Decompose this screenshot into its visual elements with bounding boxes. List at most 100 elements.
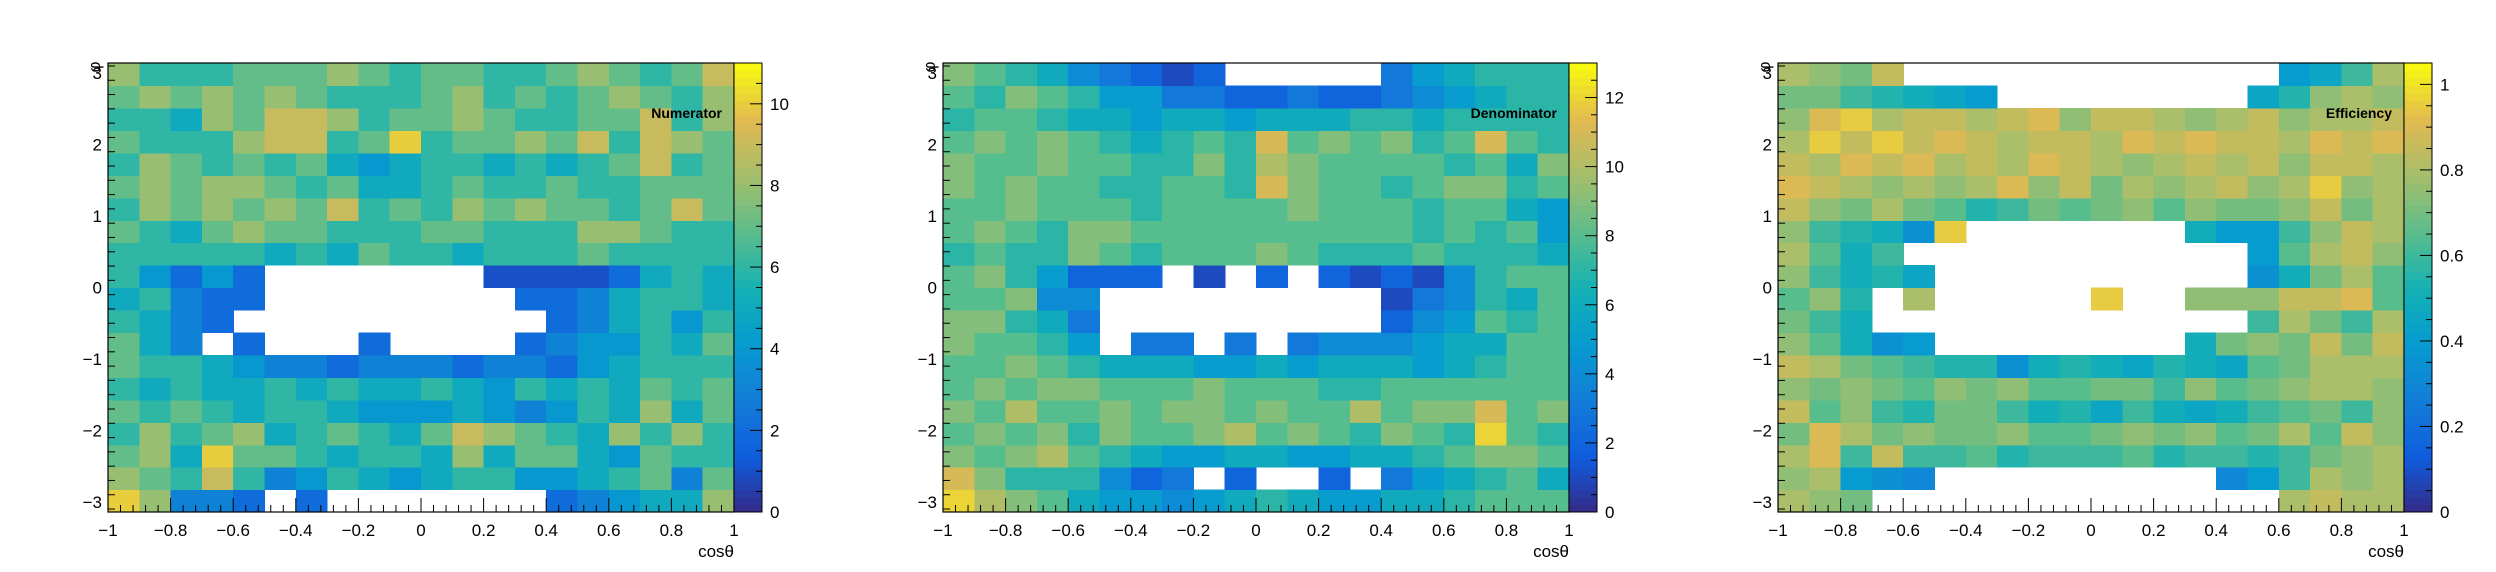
heatmap-cell: [2247, 309, 2280, 333]
y-tick-label: 1: [93, 207, 102, 226]
heatmap-cell: [1537, 242, 1570, 266]
heatmap-cell: [1840, 489, 1873, 513]
heatmap-cell: [943, 467, 975, 491]
heatmap-cell: [264, 220, 297, 244]
heatmap-cell: [1349, 265, 1382, 289]
heatmap-cell: [1997, 377, 2029, 401]
heatmap-cell: [640, 242, 672, 266]
heatmap-cell: [1871, 130, 1904, 154]
color-bar-step: [1569, 474, 1597, 483]
heatmap-cell: [2372, 152, 2405, 176]
heatmap-cell: [1809, 444, 1842, 468]
heatmap-cell: [1443, 107, 1476, 131]
heatmap-cell: [201, 422, 234, 446]
heatmap-cell: [1162, 422, 1194, 446]
heatmap-cell: [1537, 399, 1570, 423]
heatmap-cell: [1412, 489, 1445, 513]
color-bar-tick-label: 8: [1605, 227, 1614, 246]
heatmap-cell: [974, 444, 1007, 468]
color-bar-step: [734, 504, 762, 513]
heatmap-cell: [2091, 354, 2123, 378]
heatmap-cell: [1809, 489, 1842, 513]
x-tick-label: −1: [933, 521, 952, 540]
color-bar-step: [2404, 265, 2432, 274]
heatmap-cell: [2091, 130, 2123, 154]
heatmap-cell: [1099, 197, 1132, 221]
heatmap-cell: [1809, 309, 1842, 333]
heatmap-cell: [233, 332, 266, 356]
color-bar-step: [1569, 407, 1597, 416]
x-axis-title: cosθ: [2368, 542, 2404, 561]
color-bar-step: [2404, 272, 2432, 281]
heatmap-cell: [2216, 175, 2249, 199]
heatmap-cell: [640, 63, 672, 87]
heatmap-cell: [943, 197, 975, 221]
color-bar-step: [734, 145, 762, 154]
heatmap-cell: [2247, 354, 2280, 378]
heatmap-cell: [943, 444, 975, 468]
heatmap-cell: [2247, 287, 2280, 311]
heatmap-cell: [295, 220, 328, 244]
color-bar-tick-label: 6: [1605, 296, 1614, 315]
heatmap-cell: [2310, 489, 2342, 513]
color-bar-step: [2404, 205, 2432, 214]
heatmap-cell: [702, 107, 735, 131]
heatmap-cell: [1809, 399, 1842, 423]
heatmap-cell: [170, 354, 203, 378]
color-bar-step: [2404, 317, 2432, 326]
heatmap-cell: [358, 444, 391, 468]
heatmap-cell: [1068, 332, 1101, 356]
heatmap-cell: [1193, 242, 1226, 266]
heatmap-cell: [1381, 197, 1414, 221]
heatmap-cell: [1318, 130, 1351, 154]
heatmap-cell: [170, 152, 203, 176]
heatmap-cell: [2372, 175, 2405, 199]
y-axis: −3 −2 −1 0 1 2 3: [83, 64, 115, 512]
heatmap-cell: [1934, 130, 1967, 154]
heatmap-cell: [2247, 175, 2280, 199]
color-bar-step: [734, 280, 762, 289]
heatmap-cell: [2153, 197, 2186, 221]
heatmap-cell: [1475, 220, 1507, 244]
heatmap-cell: [1537, 152, 1570, 176]
heatmap-cell: [1443, 152, 1476, 176]
heatmap-panel-3: −1 −0.8 −0.6 −0.4 −0.2 0 0.2 0.4 0.6 0.8 1 −3 −2 −1 0 1…: [1753, 61, 2464, 561]
heatmap-cell: [514, 130, 547, 154]
heatmap-cell: [1778, 152, 1810, 176]
heatmap-cell: [546, 220, 579, 244]
color-bar-step: [734, 257, 762, 266]
x-tick-label: 0.8: [660, 521, 684, 540]
heatmap-cell: [640, 309, 672, 333]
heatmap-cell: [1162, 399, 1194, 423]
heatmap-cell: [1506, 309, 1539, 333]
heatmap-cell: [1318, 152, 1351, 176]
heatmap-cell: [671, 287, 704, 311]
heatmap-cell: [389, 152, 422, 176]
heatmap-cell: [170, 130, 203, 154]
color-bar-step: [1569, 197, 1597, 206]
heatmap-cell: [1130, 85, 1163, 109]
heatmap-cell: [1997, 444, 2029, 468]
heatmap-cell: [1871, 354, 1904, 378]
heatmap-cell: [108, 152, 140, 176]
color-bar-step: [1569, 137, 1597, 146]
heatmap-cell: [170, 220, 203, 244]
heatmap-cell: [1224, 444, 1257, 468]
heatmap-cell: [1778, 332, 1810, 356]
heatmap-cell: [1349, 242, 1382, 266]
color-bar-tick-label: 0: [1605, 503, 1614, 522]
heatmap-cell: [1871, 152, 1904, 176]
heatmap-cell: [1965, 152, 1998, 176]
heatmap-cell: [1036, 130, 1069, 154]
heatmap-cell: [640, 377, 672, 401]
heatmap-cell: [1506, 444, 1539, 468]
heatmap-cell: [702, 377, 735, 401]
heatmap-panel-1: −1 −0.8 −0.6 −0.4 −0.2 0 0.2 0.4 0.6 0.8 1 −3 −2 −1 0 1…: [83, 61, 789, 561]
heatmap-cell: [514, 377, 547, 401]
color-bar-step: [734, 317, 762, 326]
heatmap-cell: [1443, 85, 1476, 109]
heatmap-cell: [389, 354, 422, 378]
heatmap-cell: [1443, 444, 1476, 468]
color-bar-tick-label: 0.4: [2440, 332, 2464, 351]
heatmap-cell: [1778, 287, 1810, 311]
